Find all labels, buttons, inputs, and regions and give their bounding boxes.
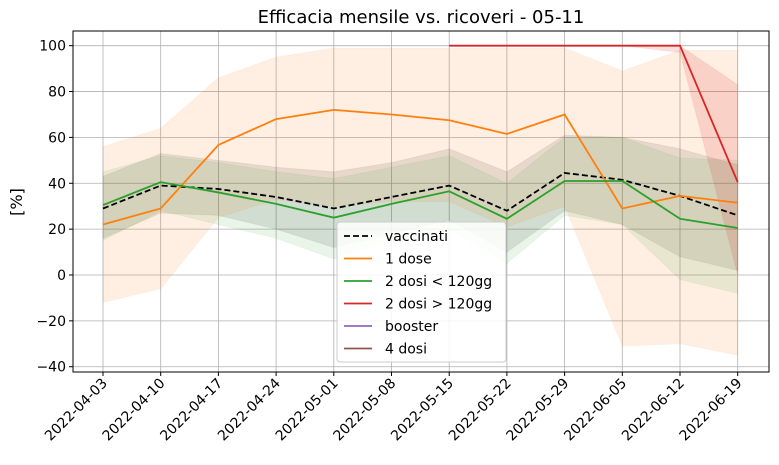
legend-label: vaccinati — [385, 229, 448, 245]
y-tick-label: 60 — [48, 130, 66, 146]
legend-label: 2 dosi > 120gg — [385, 297, 492, 313]
legend-label: 2 dosi < 120gg — [385, 274, 492, 290]
legend-label: booster — [385, 319, 438, 335]
y-tick-label: 100 — [39, 39, 66, 55]
legend-label: 1 dose — [385, 252, 432, 268]
data-line — [102, 180, 738, 229]
data-line — [102, 172, 738, 217]
chart-title: Efficacia mensile vs. ricoveri - 05-11 — [258, 7, 585, 28]
y-tick-label: 80 — [48, 85, 66, 101]
legend: vaccinati 1 dose 2 dosi < 120gg 2 dosi > 12… — [336, 221, 507, 363]
plot-frame — [72, 30, 770, 373]
y-tick-label: 0 — [57, 268, 66, 284]
legend-label: 4 dosi — [385, 342, 427, 358]
y-tick-label: 20 — [48, 222, 66, 238]
y-tick-label: −40 — [36, 360, 66, 376]
data-line — [449, 44, 739, 183]
y-tick-label: 40 — [48, 176, 66, 192]
y-tick-label: −20 — [36, 314, 66, 330]
confidence-band — [102, 136, 739, 294]
legend-box — [336, 221, 507, 363]
x-tick-label: 2022-06-19 — [677, 376, 746, 445]
confidence-band — [102, 134, 739, 272]
y-axis-label: [%] — [7, 188, 26, 216]
data-line — [102, 108, 738, 226]
